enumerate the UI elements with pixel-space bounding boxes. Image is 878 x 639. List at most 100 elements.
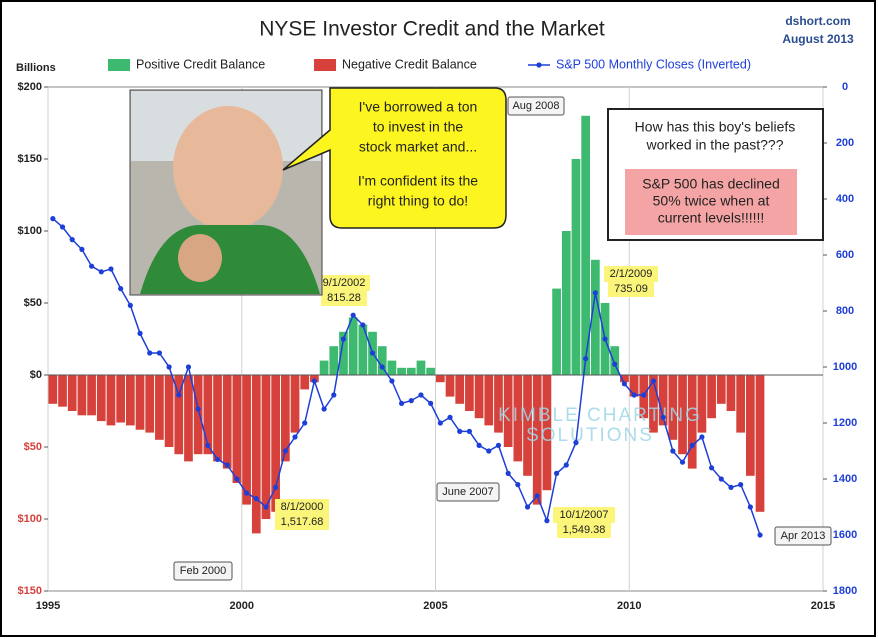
speech-bubble xyxy=(282,87,507,229)
legend-label: Positive Credit Balance xyxy=(136,57,265,71)
bar xyxy=(736,375,746,433)
annotation: 1,517.68 xyxy=(281,516,324,528)
line-point xyxy=(476,442,482,448)
bar xyxy=(213,375,222,462)
line-point xyxy=(757,532,763,538)
bar xyxy=(174,375,184,455)
bar xyxy=(135,375,145,430)
bar xyxy=(484,375,494,426)
y-tick-label: $50 xyxy=(24,441,42,453)
y-tick-label: $100 xyxy=(18,225,42,237)
bar xyxy=(649,375,658,433)
line-point xyxy=(428,400,434,406)
line-point xyxy=(137,330,143,336)
line-point xyxy=(98,269,104,275)
bar xyxy=(571,159,581,375)
line-point xyxy=(544,518,550,524)
bar xyxy=(155,375,164,440)
line-point xyxy=(631,392,637,398)
legend-label: Negative Credit Balance xyxy=(342,57,477,71)
line-point xyxy=(224,462,230,468)
bar xyxy=(503,375,513,447)
annotation-highlight xyxy=(275,499,329,515)
line-point xyxy=(398,400,405,406)
bar xyxy=(193,375,203,455)
line-point xyxy=(495,442,502,448)
annotation-highlight xyxy=(321,290,367,306)
line-point xyxy=(195,406,201,412)
bar xyxy=(261,375,271,519)
line-point xyxy=(214,456,221,462)
y2-tick-label: 400 xyxy=(836,193,854,205)
y-axis-label: Billions xyxy=(16,62,56,74)
annotation: Feb 2000 xyxy=(180,565,226,577)
line-point xyxy=(408,398,414,404)
line-point xyxy=(369,350,376,356)
bar xyxy=(426,367,436,375)
source: dshort.com xyxy=(785,14,850,28)
annotation-highlight xyxy=(604,266,658,282)
line-point xyxy=(728,484,734,490)
bar xyxy=(658,375,668,426)
line-point xyxy=(534,493,540,499)
line-point xyxy=(282,448,288,454)
line-point xyxy=(273,484,279,490)
warning-text: S&P 500 has declined xyxy=(642,176,780,192)
bar xyxy=(358,324,368,375)
bar xyxy=(494,375,503,433)
bar xyxy=(377,346,387,375)
line-point xyxy=(118,286,124,292)
legend-swatch xyxy=(536,62,542,68)
bar xyxy=(745,375,755,476)
line-point xyxy=(699,434,705,440)
bar xyxy=(590,259,600,375)
annotation-box xyxy=(436,482,500,502)
line-point xyxy=(641,392,647,398)
bar xyxy=(406,367,416,375)
y-tick-label: $50 xyxy=(24,297,42,309)
bar xyxy=(348,317,358,375)
line-point xyxy=(263,504,269,510)
line-point xyxy=(583,356,589,362)
bar xyxy=(610,346,620,375)
bar xyxy=(280,375,290,462)
line-point xyxy=(156,350,163,356)
line-point xyxy=(340,336,347,342)
bar xyxy=(474,375,484,419)
bar xyxy=(319,360,329,375)
bar xyxy=(687,375,697,469)
bar xyxy=(232,375,242,483)
y2-tick-label: 600 xyxy=(836,249,854,261)
bar xyxy=(271,375,281,512)
y-tick-label: $150 xyxy=(18,585,42,597)
line-point xyxy=(360,322,366,328)
bar xyxy=(668,375,678,440)
y-tick-label: $200 xyxy=(18,81,42,93)
line-point xyxy=(650,378,657,384)
speech-text: right thing to do! xyxy=(368,193,468,209)
line-point xyxy=(621,381,628,387)
bar xyxy=(222,375,232,469)
question-text: How has this boy's beliefs xyxy=(635,119,796,135)
line-point xyxy=(389,378,395,384)
bar xyxy=(58,375,67,407)
warning-box xyxy=(625,169,797,235)
line-point xyxy=(253,496,259,502)
bar xyxy=(561,231,571,375)
line-point xyxy=(147,350,153,356)
watermark: SOLUTIONS xyxy=(526,425,654,446)
bar xyxy=(164,375,174,447)
bar xyxy=(242,375,251,505)
bar xyxy=(184,375,193,462)
line-point xyxy=(437,420,443,426)
x-tick-label: 2015 xyxy=(811,600,835,612)
speech-text: I've borrowed a ton xyxy=(359,99,478,115)
photo-face xyxy=(173,106,283,230)
bar xyxy=(542,375,552,491)
bar xyxy=(106,375,116,426)
bar xyxy=(513,375,523,462)
line-point xyxy=(59,224,66,230)
line-point xyxy=(302,420,308,426)
speech-text: I'm confident its the xyxy=(358,173,478,189)
bar xyxy=(116,375,126,423)
